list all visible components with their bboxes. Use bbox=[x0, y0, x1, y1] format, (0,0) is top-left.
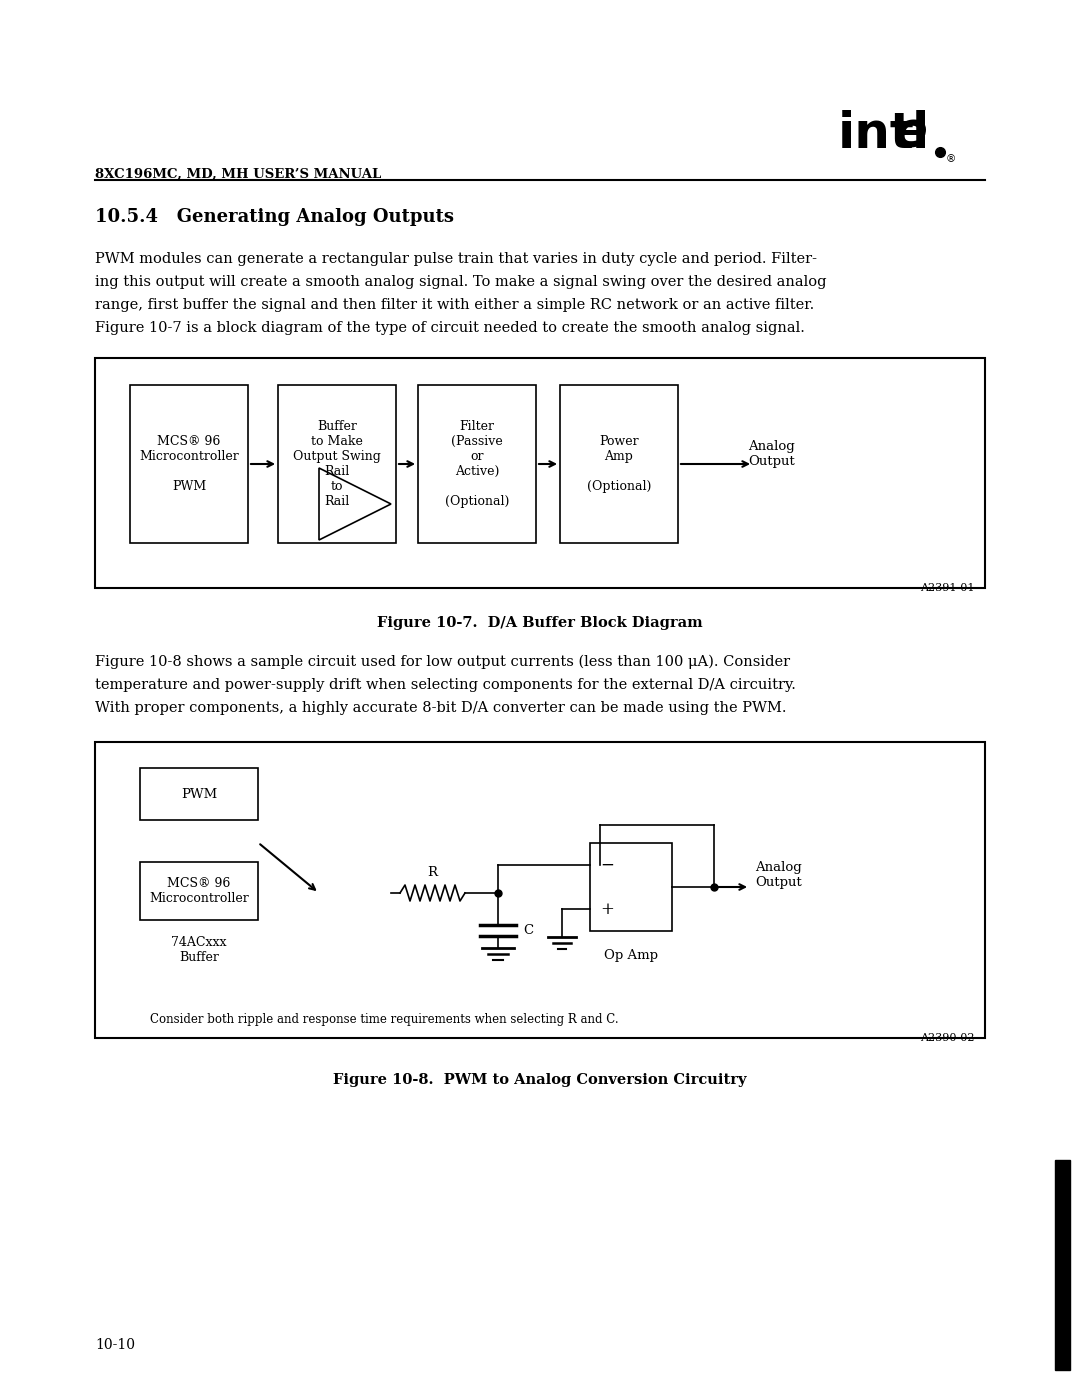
Text: Power
Amp

(Optional): Power Amp (Optional) bbox=[586, 434, 651, 493]
Text: Consider both ripple and response time requirements when selecting R and C.: Consider both ripple and response time r… bbox=[150, 1013, 619, 1025]
Bar bbox=[590, 842, 672, 930]
Text: Filter
(Passive
or
Active)

(Optional): Filter (Passive or Active) (Optional) bbox=[445, 420, 509, 509]
Bar bbox=[561, 386, 678, 543]
Text: −: − bbox=[600, 856, 613, 873]
Text: Figure 10-8 shows a sample circuit used for low output currents (less than 100 μ: Figure 10-8 shows a sample circuit used … bbox=[95, 655, 791, 669]
Text: Figure 10-8.  PWM to Analog Conversion Circuitry: Figure 10-8. PWM to Analog Conversion Ci… bbox=[334, 1073, 746, 1087]
Text: Analog
Output: Analog Output bbox=[755, 861, 801, 888]
Text: range, first buffer the signal and then filter it with either a simple RC networ: range, first buffer the signal and then … bbox=[95, 298, 814, 312]
Text: temperature and power-supply drift when selecting components for the external D/: temperature and power-supply drift when … bbox=[95, 678, 796, 692]
Text: e: e bbox=[893, 110, 927, 158]
Text: 10.5.4   Generating Analog Outputs: 10.5.4 Generating Analog Outputs bbox=[95, 208, 454, 226]
Text: int: int bbox=[838, 110, 915, 158]
Text: Analog
Output: Analog Output bbox=[748, 440, 795, 468]
Bar bbox=[130, 386, 248, 543]
Text: Figure 10-7.  D/A Buffer Block Diagram: Figure 10-7. D/A Buffer Block Diagram bbox=[377, 616, 703, 630]
Bar bbox=[1055, 1160, 1070, 1370]
Bar bbox=[140, 768, 258, 820]
Text: 74ACxxx
Buffer: 74ACxxx Buffer bbox=[172, 936, 227, 964]
Text: MCS® 96
Microcontroller: MCS® 96 Microcontroller bbox=[149, 877, 248, 905]
Text: 8XC196MC, MD, MH USER’S MANUAL: 8XC196MC, MD, MH USER’S MANUAL bbox=[95, 168, 381, 182]
Text: Op Amp: Op Amp bbox=[604, 949, 658, 963]
Text: Buffer
to Make
Output Swing
Rail
to
Rail: Buffer to Make Output Swing Rail to Rail bbox=[293, 420, 381, 509]
Bar bbox=[140, 862, 258, 921]
Text: +: + bbox=[600, 901, 613, 918]
Text: PWM modules can generate a rectangular pulse train that varies in duty cycle and: PWM modules can generate a rectangular p… bbox=[95, 251, 816, 265]
Polygon shape bbox=[319, 468, 391, 541]
Text: With proper components, a highly accurate 8-bit D/A converter can be made using : With proper components, a highly accurat… bbox=[95, 701, 786, 715]
Text: MCS® 96
Microcontroller

PWM: MCS® 96 Microcontroller PWM bbox=[139, 434, 239, 493]
Text: A2390-02: A2390-02 bbox=[920, 1032, 975, 1044]
Bar bbox=[418, 386, 536, 543]
Text: l: l bbox=[912, 110, 929, 158]
Text: ®: ® bbox=[946, 154, 956, 163]
Text: 10-10: 10-10 bbox=[95, 1338, 135, 1352]
Text: ing this output will create a smooth analog signal. To make a signal swing over : ing this output will create a smooth ana… bbox=[95, 275, 826, 289]
Bar bbox=[278, 386, 396, 543]
Bar bbox=[95, 358, 985, 588]
Text: C: C bbox=[523, 923, 534, 937]
Text: Figure 10-7 is a block diagram of the type of circuit needed to create the smoot: Figure 10-7 is a block diagram of the ty… bbox=[95, 321, 805, 335]
Bar bbox=[95, 742, 985, 1038]
Text: A2391-01: A2391-01 bbox=[920, 583, 975, 592]
Text: R: R bbox=[428, 866, 437, 879]
Text: PWM: PWM bbox=[180, 788, 217, 800]
